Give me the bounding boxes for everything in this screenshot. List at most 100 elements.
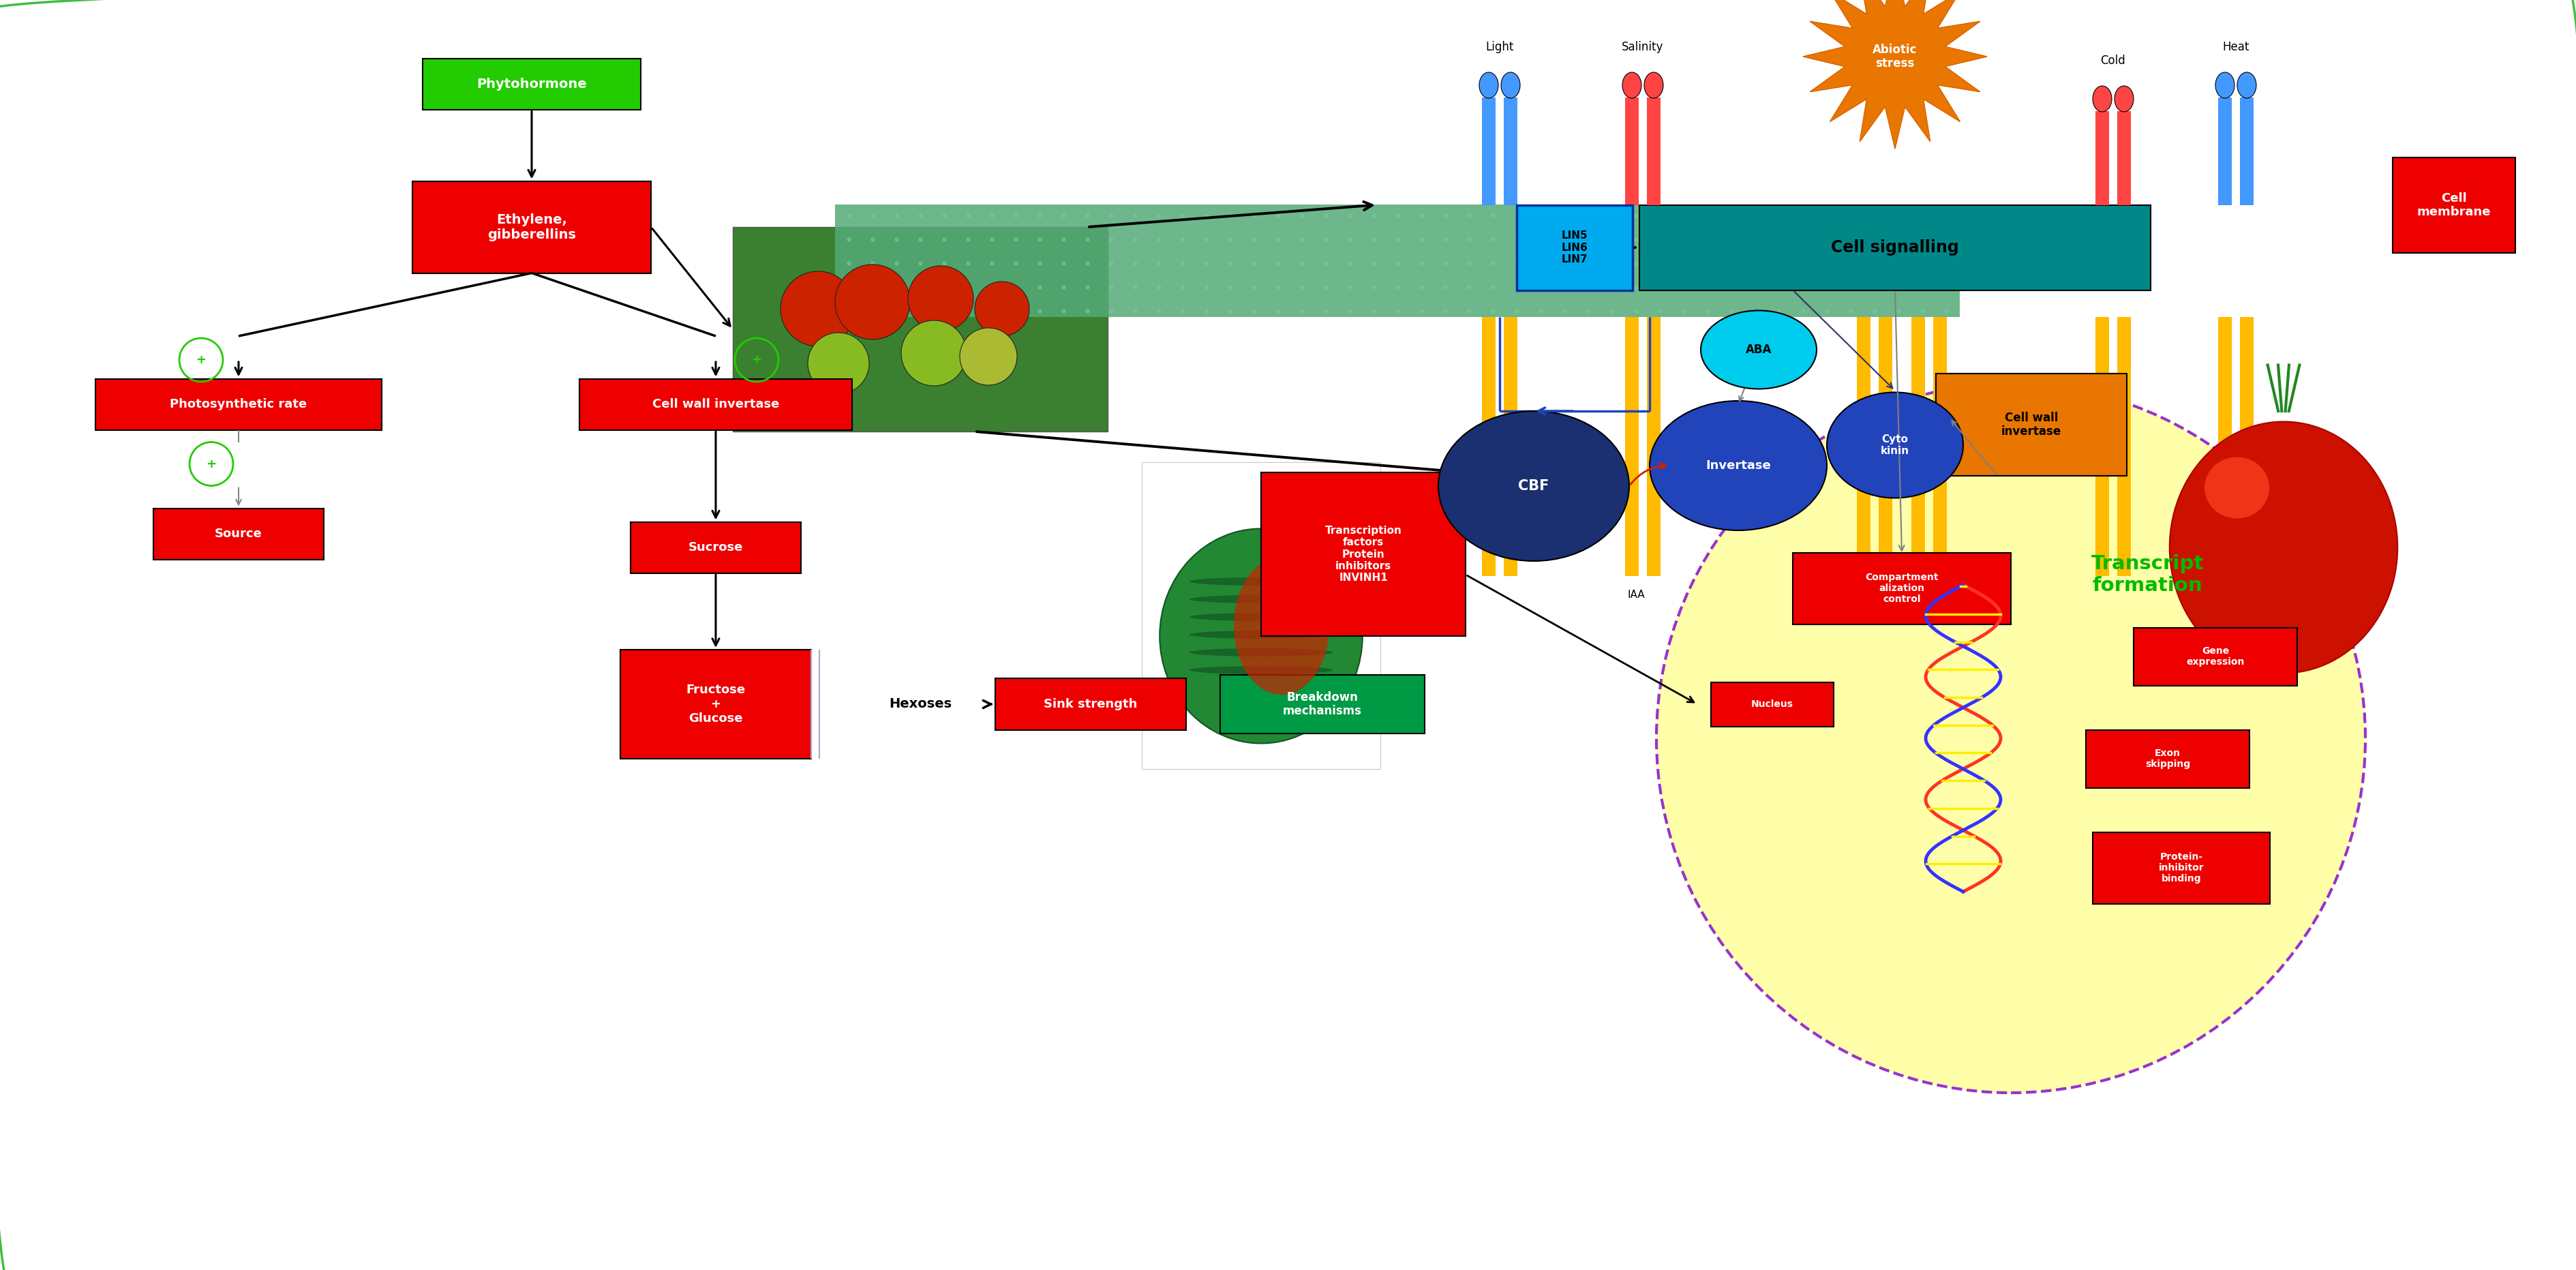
Text: Nucleus: Nucleus xyxy=(1752,700,1793,709)
Ellipse shape xyxy=(1649,401,1826,531)
Circle shape xyxy=(781,272,855,347)
FancyBboxPatch shape xyxy=(1481,98,1494,204)
Circle shape xyxy=(958,328,1018,385)
Ellipse shape xyxy=(1190,665,1332,674)
Circle shape xyxy=(907,265,974,331)
FancyBboxPatch shape xyxy=(2117,110,2130,204)
FancyBboxPatch shape xyxy=(1932,318,1947,577)
Ellipse shape xyxy=(2215,72,2233,98)
FancyBboxPatch shape xyxy=(2094,318,2110,577)
Text: Phytohormone: Phytohormone xyxy=(477,77,587,90)
Text: IAA: IAA xyxy=(1628,591,1643,601)
Text: CBF: CBF xyxy=(1517,479,1548,493)
Text: Transcription
factors
Protein
inhibitors
INVINH1: Transcription factors Protein inhibitors… xyxy=(1324,526,1401,583)
FancyBboxPatch shape xyxy=(2133,627,2298,686)
FancyBboxPatch shape xyxy=(2239,318,2254,577)
FancyBboxPatch shape xyxy=(2239,98,2254,204)
Text: Sucrose: Sucrose xyxy=(688,541,742,554)
Ellipse shape xyxy=(1190,596,1332,603)
FancyBboxPatch shape xyxy=(2218,318,2231,577)
FancyBboxPatch shape xyxy=(412,182,652,273)
Ellipse shape xyxy=(1159,528,1363,743)
FancyBboxPatch shape xyxy=(732,227,1108,432)
Text: Abiotic
stress: Abiotic stress xyxy=(1873,43,1917,70)
FancyBboxPatch shape xyxy=(1911,318,1924,577)
FancyBboxPatch shape xyxy=(1260,472,1466,636)
Circle shape xyxy=(1656,384,2365,1092)
Text: Ethylene,
gibberellins: Ethylene, gibberellins xyxy=(487,213,577,241)
Ellipse shape xyxy=(1643,72,1664,98)
Ellipse shape xyxy=(1437,411,1628,561)
FancyBboxPatch shape xyxy=(2218,98,2231,204)
Text: Cell wall
invertase: Cell wall invertase xyxy=(2002,411,2061,438)
Text: Photosynthetic rate: Photosynthetic rate xyxy=(170,398,307,410)
Ellipse shape xyxy=(2092,86,2112,112)
FancyBboxPatch shape xyxy=(1646,318,1659,577)
Ellipse shape xyxy=(1700,310,1816,389)
Polygon shape xyxy=(1803,0,1986,149)
FancyBboxPatch shape xyxy=(1625,98,1638,204)
Ellipse shape xyxy=(2115,86,2133,112)
Text: Gene
expression: Gene expression xyxy=(2184,646,2244,667)
Ellipse shape xyxy=(1234,556,1329,695)
FancyBboxPatch shape xyxy=(1857,318,1870,577)
FancyBboxPatch shape xyxy=(1141,462,1381,768)
Ellipse shape xyxy=(2169,422,2396,673)
Circle shape xyxy=(902,320,966,386)
Ellipse shape xyxy=(1479,72,1497,98)
Text: Cell
membrane: Cell membrane xyxy=(2416,192,2491,218)
FancyBboxPatch shape xyxy=(1646,98,1659,204)
Text: Cyto
kinin: Cyto kinin xyxy=(1880,434,1909,456)
FancyBboxPatch shape xyxy=(1793,552,2009,624)
FancyBboxPatch shape xyxy=(1504,98,1517,204)
Text: Compartment
alization
control: Compartment alization control xyxy=(1865,573,1937,605)
Ellipse shape xyxy=(1826,392,1963,498)
Text: Sink strength: Sink strength xyxy=(1043,699,1136,710)
Text: Source: Source xyxy=(214,527,263,540)
Text: +: + xyxy=(196,354,206,366)
Circle shape xyxy=(835,264,909,339)
FancyBboxPatch shape xyxy=(2092,832,2269,903)
FancyBboxPatch shape xyxy=(1878,318,1891,577)
Text: Fructose
+
Glucose: Fructose + Glucose xyxy=(685,683,744,724)
FancyBboxPatch shape xyxy=(1625,318,1638,577)
FancyBboxPatch shape xyxy=(994,678,1185,730)
Text: ABA: ABA xyxy=(1744,344,1772,356)
Ellipse shape xyxy=(2205,457,2269,518)
Text: Cell signalling: Cell signalling xyxy=(1832,239,1958,255)
FancyBboxPatch shape xyxy=(835,204,1960,318)
FancyBboxPatch shape xyxy=(1935,373,2125,476)
FancyBboxPatch shape xyxy=(2117,318,2130,577)
FancyBboxPatch shape xyxy=(95,378,381,429)
FancyBboxPatch shape xyxy=(1710,682,1834,726)
Text: +: + xyxy=(206,457,216,470)
FancyBboxPatch shape xyxy=(621,650,811,758)
FancyBboxPatch shape xyxy=(1517,204,1633,290)
Text: Salinity: Salinity xyxy=(1620,41,1664,53)
Text: Protein-
inhibitor
binding: Protein- inhibitor binding xyxy=(2159,852,2202,884)
FancyBboxPatch shape xyxy=(1481,318,1494,577)
Ellipse shape xyxy=(1190,631,1332,639)
Text: Hexoses: Hexoses xyxy=(889,697,951,711)
FancyBboxPatch shape xyxy=(1504,318,1517,577)
Text: Heat: Heat xyxy=(2223,41,2249,53)
Ellipse shape xyxy=(1190,648,1332,657)
FancyBboxPatch shape xyxy=(631,522,801,573)
Text: Breakdown
mechanisms: Breakdown mechanisms xyxy=(1283,691,1363,718)
Text: Cold: Cold xyxy=(2099,55,2125,67)
FancyBboxPatch shape xyxy=(2393,157,2514,253)
Text: Exon
skipping: Exon skipping xyxy=(2146,748,2190,770)
Text: LIN5
LIN6
LIN7: LIN5 LIN6 LIN7 xyxy=(1561,230,1587,264)
Text: Transcript
formation: Transcript formation xyxy=(2089,554,2202,596)
Text: Light: Light xyxy=(1486,41,1512,53)
Text: +: + xyxy=(752,354,762,366)
Text: Invertase: Invertase xyxy=(1705,460,1770,471)
FancyBboxPatch shape xyxy=(2087,730,2249,787)
Ellipse shape xyxy=(1502,72,1520,98)
FancyBboxPatch shape xyxy=(422,58,641,109)
FancyBboxPatch shape xyxy=(1638,204,2151,290)
FancyBboxPatch shape xyxy=(1221,676,1425,733)
Ellipse shape xyxy=(1190,613,1332,621)
Ellipse shape xyxy=(1623,72,1641,98)
Circle shape xyxy=(974,282,1028,337)
